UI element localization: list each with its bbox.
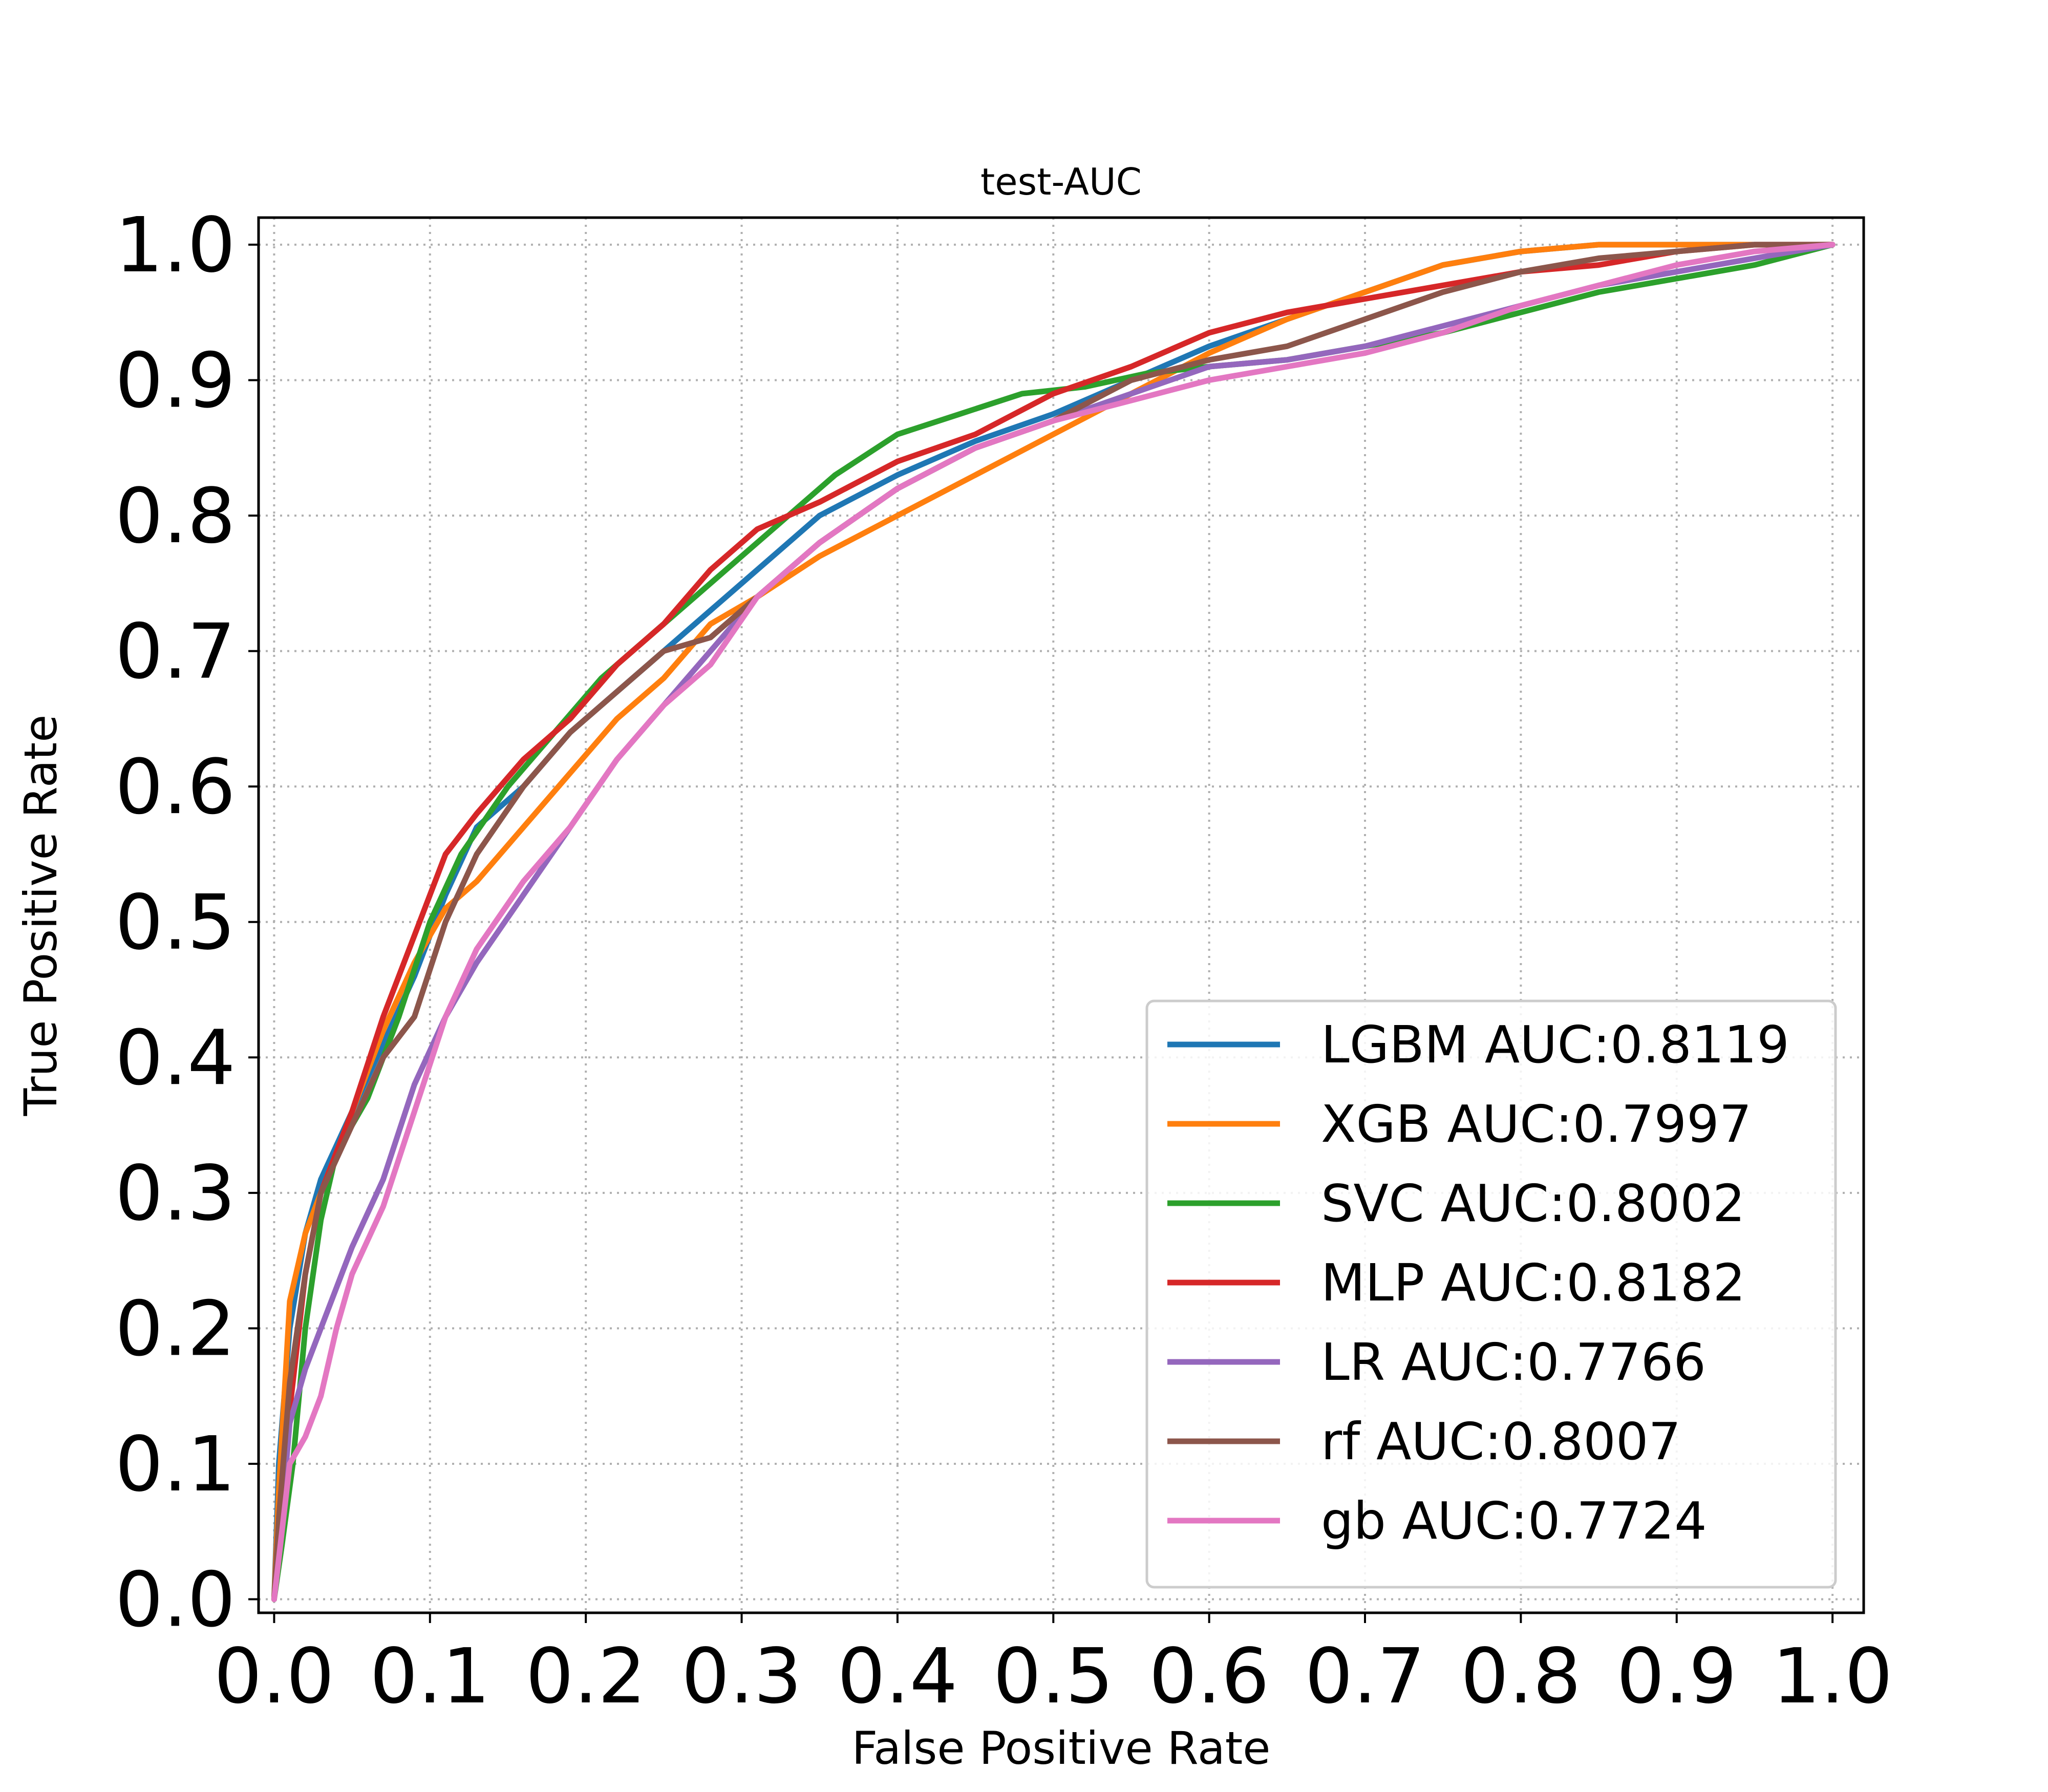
y-tick-label: 1.0 [115, 201, 236, 289]
series-line-3 [271, 242, 1836, 1602]
y-tick-label: 0.5 [115, 879, 236, 967]
x-tick-label: 0.7 [1305, 1632, 1425, 1720]
series-line-4 [271, 242, 1836, 1602]
legend-label: rf AUC:0.8007 [1321, 1412, 1681, 1471]
y-tick-label: 0.4 [115, 1014, 236, 1102]
y-tick-label: 0.6 [115, 743, 236, 831]
legend-box [1145, 999, 1837, 1589]
y-axis-label: True Positive Rate [14, 715, 67, 1117]
x-tick-label: 0.0 [214, 1632, 334, 1720]
legend-label: SVC AUC:0.8002 [1321, 1174, 1745, 1233]
ticks: 0.0 0.1 0.2 0.3 0.4 0.5 0.6 0.7 0.8 0.9 1.0 0.0 0.1 0… [115, 201, 1893, 1720]
x-tick-label: 0.3 [681, 1632, 802, 1720]
legend-label: gb AUC:0.7724 [1321, 1491, 1707, 1551]
legend-label: LR AUC:0.7766 [1321, 1332, 1706, 1392]
y-tick-label: 0.0 [115, 1556, 236, 1644]
legend-label: LGBM AUC:0.8119 [1321, 1015, 1789, 1075]
series-lines [271, 242, 1836, 1602]
y-tick-label: 0.3 [115, 1149, 236, 1238]
x-tick-label: 0.9 [1616, 1632, 1737, 1720]
legend-label: MLP AUC:0.8182 [1321, 1253, 1745, 1313]
legend-label: XGB AUC:0.7997 [1321, 1094, 1752, 1154]
x-tick-label: 0.4 [837, 1632, 957, 1720]
y-tick-label: 0.1 [115, 1420, 236, 1508]
x-tick-label: 0.6 [1149, 1632, 1269, 1720]
x-tick-label: 0.5 [993, 1632, 1114, 1720]
x-tick-label: 0.2 [525, 1632, 646, 1720]
x-tick-label: 0.1 [370, 1632, 490, 1720]
y-tick-label: 0.2 [115, 1285, 236, 1373]
chart-title: test-AUC [980, 160, 1142, 203]
legend: LGBM AUC:0.8119 XGB AUC:0.7997 SVC AUC:0.8… [1145, 999, 1837, 1589]
series-line-5 [271, 242, 1836, 1602]
y-tick-label: 0.8 [115, 472, 236, 560]
x-tick-label: 0.8 [1461, 1632, 1581, 1720]
series-line-6 [271, 242, 1836, 1602]
x-tick-label: 1.0 [1772, 1632, 1892, 1720]
y-tick-label: 0.9 [115, 336, 236, 424]
y-tick-label: 0.7 [115, 608, 236, 696]
plot-frame [257, 216, 1865, 1614]
x-axis-label: False Positive Rate [852, 1722, 1271, 1775]
